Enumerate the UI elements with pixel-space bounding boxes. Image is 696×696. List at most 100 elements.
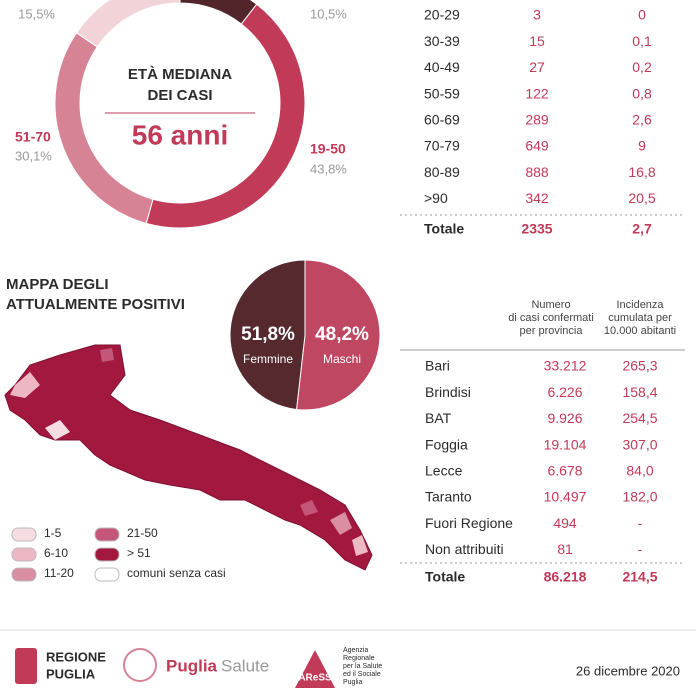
province: Lecce xyxy=(425,463,463,479)
age-range: >90 xyxy=(424,190,448,206)
pie-category: Maschi xyxy=(323,352,361,366)
age-range: 60-69 xyxy=(424,112,460,128)
donut-label: 30,1% xyxy=(15,148,52,163)
center-value: 56 anni xyxy=(132,119,228,150)
aress-text: per la Salute xyxy=(343,663,382,670)
puglia-map xyxy=(4,344,373,571)
column-header: Numero xyxy=(531,299,570,311)
aress-text: Regionale xyxy=(343,655,375,662)
column-header: Incidenza xyxy=(616,299,664,311)
age-range: 80-89 xyxy=(424,164,460,180)
aress-text: ed il Sociale xyxy=(343,671,381,678)
rate: 0,1 xyxy=(632,33,652,49)
cases: 27 xyxy=(529,59,545,75)
cases: 19.104 xyxy=(544,436,587,452)
legend-swatch xyxy=(11,547,37,562)
province: Fuori Regione xyxy=(425,515,513,531)
legend-label: comuni senza casi xyxy=(127,566,226,580)
incidence: - xyxy=(638,541,643,557)
column-header: per provincia xyxy=(520,325,584,337)
province: BAT xyxy=(425,410,452,426)
puglia-text: Puglia xyxy=(166,656,218,675)
column-header: 10.000 abitanti xyxy=(604,325,676,337)
donut-category: 19-50 xyxy=(310,141,346,157)
cases: 6.678 xyxy=(547,463,582,479)
incidence: 254,5 xyxy=(622,410,657,426)
age-range: 20-29 xyxy=(424,7,460,23)
total-label: Totale xyxy=(424,221,464,237)
cases: 10.497 xyxy=(544,489,587,505)
cases: 33.212 xyxy=(544,358,587,374)
aress-text: Puglia xyxy=(343,679,363,686)
total-rate: 2,7 xyxy=(632,221,652,237)
map-title: MAPPA DEGLI xyxy=(6,276,109,293)
cases: 3 xyxy=(533,7,541,23)
pie-category: Femmine xyxy=(243,352,293,366)
cases: 888 xyxy=(525,164,549,180)
total-label: Totale xyxy=(425,569,465,585)
legend-swatch xyxy=(94,547,120,562)
incidence: 84,0 xyxy=(626,463,653,479)
donut-label: 10,5% xyxy=(310,6,347,21)
cases: 122 xyxy=(525,85,549,101)
cases: 494 xyxy=(553,515,577,531)
rate: 0 xyxy=(638,7,646,23)
total-cases: 2335 xyxy=(521,221,552,237)
aress-text: Agenzia xyxy=(343,647,368,654)
province: Bari xyxy=(425,358,450,374)
legend-label: 1-5 xyxy=(44,526,62,540)
legend-swatch xyxy=(11,567,37,582)
legend-label: 6-10 xyxy=(44,546,68,560)
province: Foggia xyxy=(425,436,468,452)
donut-label: 43,8% xyxy=(310,161,347,176)
rate: 0,8 xyxy=(632,85,652,101)
age-range: 30-39 xyxy=(424,33,460,49)
legend-label: > 51 xyxy=(127,546,151,560)
cases: 15 xyxy=(529,33,545,49)
donut-label: 15,5% xyxy=(18,6,55,21)
rate: 16,8 xyxy=(628,164,655,180)
age-range: 70-79 xyxy=(424,138,460,154)
rate: 9 xyxy=(638,138,646,154)
date: 26 dicembre 2020 xyxy=(576,663,680,678)
salute-text: Salute xyxy=(221,656,269,675)
pie-value: 51,8% xyxy=(241,324,295,345)
puglia-salute-logo xyxy=(123,648,157,682)
segment xyxy=(145,3,306,229)
regione-text: REGIONE xyxy=(46,649,106,664)
rate: 0,2 xyxy=(632,59,652,75)
legend-label: 11-20 xyxy=(44,566,74,580)
column-header: di casi confermati xyxy=(508,312,594,324)
center-title: ETÀ MEDIANA xyxy=(128,66,232,83)
cases: 6.226 xyxy=(547,384,582,400)
map-title: ATTUALMENTE POSITIVI xyxy=(6,296,185,313)
segment xyxy=(75,0,181,48)
segment xyxy=(295,259,381,411)
province: Brindisi xyxy=(425,384,471,400)
donut-category: 51-70 xyxy=(15,129,51,145)
cases: 9.926 xyxy=(547,410,582,426)
aress-logo xyxy=(295,650,335,688)
pie-value: 48,2% xyxy=(315,324,369,345)
legend-swatch xyxy=(11,527,37,542)
total-incidence: 214,5 xyxy=(622,569,657,585)
center-title: DEI CASI xyxy=(147,87,212,104)
cases: 289 xyxy=(525,112,549,128)
rate: 2,6 xyxy=(632,112,652,128)
incidence: - xyxy=(638,515,643,531)
province: Non attribuiti xyxy=(425,541,504,557)
age-range: 50-59 xyxy=(424,85,460,101)
incidence: 158,4 xyxy=(622,384,657,400)
regione-text: PUGLIA xyxy=(46,666,96,681)
cases: 342 xyxy=(525,190,549,206)
incidence: 182,0 xyxy=(622,489,657,505)
segment xyxy=(229,259,306,411)
age-range: 40-49 xyxy=(424,59,460,75)
legend-label: 21-50 xyxy=(127,526,158,540)
regione-logo xyxy=(15,648,37,684)
province: Taranto xyxy=(425,489,472,505)
aress-name: AReSS xyxy=(298,673,332,684)
total-cases: 86.218 xyxy=(544,569,587,585)
rate: 20,5 xyxy=(628,190,655,206)
cases: 81 xyxy=(557,541,573,557)
